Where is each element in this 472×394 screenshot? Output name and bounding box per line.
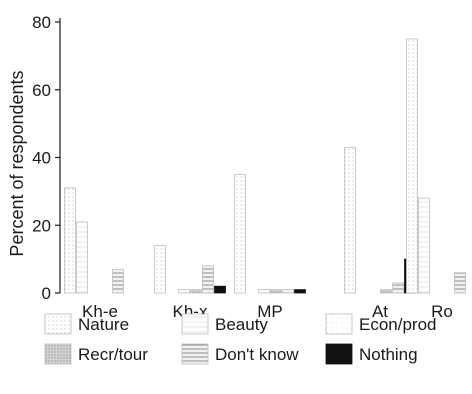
legend-label: Recr/tour [78,345,148,364]
bar-nothing-mp [294,289,306,294]
bar-don-t-know-ro [454,272,466,294]
y-tick-label: 20 [32,216,51,235]
legend-swatch [325,343,353,365]
legend-label: Econ/prod [359,315,437,334]
bar-nature-at [344,146,356,294]
legend-label: Nature [78,315,129,334]
bar-nature-kh-x [154,245,166,294]
x-tick-label: At [372,302,388,321]
legend-swatch [44,313,72,335]
x-tick-label: MP [257,302,283,321]
y-tick-label: 60 [32,81,51,100]
bar-recr-tour-at [380,289,392,294]
bar-econ-prod-kh-x [178,289,190,294]
bar-econ-prod-mp [258,289,270,294]
legend-label: Beauty [215,315,268,334]
bar-nature-ro [406,38,418,294]
y-tick-label: 0 [42,284,51,303]
x-tick-label: Ro [431,302,453,321]
bar-don-t-know-kh-x [202,265,214,294]
bar-recr-tour-mp [270,289,282,294]
legend-label: Don't know [215,345,299,364]
y-tick-label: 40 [32,149,51,168]
bar-beauty-ro [418,197,430,294]
y-axis-title: Percent of respondents [7,70,27,256]
legend-swatch [44,343,72,365]
y-tick-label: 80 [32,13,51,32]
bar-nothing-kh-x [214,285,226,294]
legend: Nature Beauty Econ/prod Recr/tour Don't know… [44,313,437,365]
bar-nature-mp [234,174,246,294]
x-tick-label: Kh-e [82,302,118,321]
bar-don-t-know-mp [282,289,294,294]
bar-nature-kh-e [64,187,76,294]
legend-swatch [325,313,353,335]
legend-swatch [181,313,209,335]
legend-label: Nothing [359,345,418,364]
legend-swatch [181,343,209,365]
bar-don-t-know-at [392,282,404,294]
bar-beauty-kh-e [76,221,88,294]
bar-don-t-know-kh-e [112,268,124,294]
bar-recr-tour-kh-x [190,289,202,294]
